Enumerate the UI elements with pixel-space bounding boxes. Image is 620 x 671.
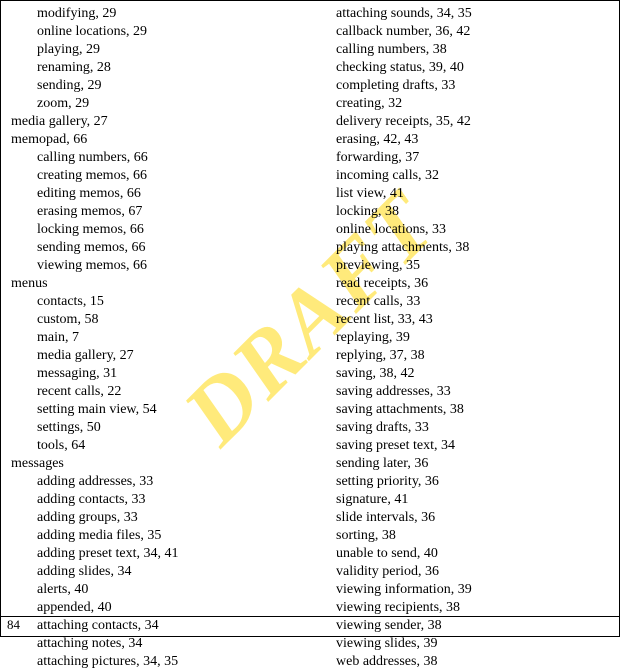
index-subentry: attaching pictures, 34, 35 [11, 653, 310, 671]
index-entry: memopad, 66 [11, 131, 310, 149]
index-subentry: adding media files, 35 [11, 527, 310, 545]
index-subentry: online locations, 29 [11, 23, 310, 41]
index-subentry: custom, 58 [11, 311, 310, 329]
index-subentry: adding addresses, 33 [11, 473, 310, 491]
index-subentry: callback number, 36, 42 [310, 23, 609, 41]
index-subentry: saving drafts, 33 [310, 419, 609, 437]
index-subentry: adding groups, 33 [11, 509, 310, 527]
index-subentry: sorting, 38 [310, 527, 609, 545]
index-subentry: incoming calls, 32 [310, 167, 609, 185]
index-subentry: viewing slides, 39 [310, 635, 609, 653]
index-subentry: recent list, 33, 43 [310, 311, 609, 329]
index-subentry: sending later, 36 [310, 455, 609, 473]
index-subentry: attaching notes, 34 [11, 635, 310, 653]
index-subentry: setting main view, 54 [11, 401, 310, 419]
index-subentry: appended, 40 [11, 599, 310, 617]
index-column-left: modifying, 29online locations, 29playing… [11, 5, 310, 613]
index-subentry: validity period, 36 [310, 563, 609, 581]
index-subentry: playing attachments, 38 [310, 239, 609, 257]
index-subentry: adding preset text, 34, 41 [11, 545, 310, 563]
index-subentry: alerts, 40 [11, 581, 310, 599]
index-subentry: online locations, 33 [310, 221, 609, 239]
index-subentry: forwarding, 37 [310, 149, 609, 167]
index-subentry: replaying, 39 [310, 329, 609, 347]
index-subentry: saving attachments, 38 [310, 401, 609, 419]
index-page: modifying, 29online locations, 29playing… [1, 1, 619, 615]
index-entry: media gallery, 27 [11, 113, 310, 131]
index-column-right: attaching sounds, 34, 35callback number,… [310, 5, 609, 613]
index-subentry: web addresses, 38 [310, 653, 609, 671]
index-subentry: adding contacts, 33 [11, 491, 310, 509]
index-entry: messages [11, 455, 310, 473]
page-number: 84 [7, 616, 20, 634]
index-subentry: locking memos, 66 [11, 221, 310, 239]
index-entry: menus [11, 275, 310, 293]
index-subentry: previewing, 35 [310, 257, 609, 275]
index-subentry: checking status, 39, 40 [310, 59, 609, 77]
index-subentry: delivery receipts, 35, 42 [310, 113, 609, 131]
index-subentry: locking, 38 [310, 203, 609, 221]
index-subentry: erasing memos, 67 [11, 203, 310, 221]
index-subentry: replying, 37, 38 [310, 347, 609, 365]
index-subentry: slide intervals, 36 [310, 509, 609, 527]
index-subentry: sending memos, 66 [11, 239, 310, 257]
index-subentry: editing memos, 66 [11, 185, 310, 203]
index-subentry: setting priority, 36 [310, 473, 609, 491]
index-subentry: tools, 64 [11, 437, 310, 455]
index-subentry: modifying, 29 [11, 5, 310, 23]
index-subentry: attaching sounds, 34, 35 [310, 5, 609, 23]
index-subentry: unable to send, 40 [310, 545, 609, 563]
index-subentry: media gallery, 27 [11, 347, 310, 365]
index-subentry: signature, 41 [310, 491, 609, 509]
index-subentry: recent calls, 33 [310, 293, 609, 311]
index-subentry: saving addresses, 33 [310, 383, 609, 401]
index-subentry: zoom, 29 [11, 95, 310, 113]
index-subentry: messaging, 31 [11, 365, 310, 383]
index-subentry: creating, 32 [310, 95, 609, 113]
index-subentry: saving, 38, 42 [310, 365, 609, 383]
index-subentry: list view, 41 [310, 185, 609, 203]
index-subentry: renaming, 28 [11, 59, 310, 77]
index-subentry: erasing, 42, 43 [310, 131, 609, 149]
index-subentry: creating memos, 66 [11, 167, 310, 185]
index-subentry: completing drafts, 33 [310, 77, 609, 95]
index-subentry: main, 7 [11, 329, 310, 347]
index-subentry: contacts, 15 [11, 293, 310, 311]
index-subentry: saving preset text, 34 [310, 437, 609, 455]
index-subentry: viewing information, 39 [310, 581, 609, 599]
index-subentry: sending, 29 [11, 77, 310, 95]
index-subentry: adding slides, 34 [11, 563, 310, 581]
index-subentry: viewing memos, 66 [11, 257, 310, 275]
index-subentry: calling numbers, 66 [11, 149, 310, 167]
page-footer: 84 [1, 616, 619, 636]
index-subentry: settings, 50 [11, 419, 310, 437]
index-subentry: viewing recipients, 38 [310, 599, 609, 617]
index-subentry: calling numbers, 38 [310, 41, 609, 59]
index-subentry: playing, 29 [11, 41, 310, 59]
index-subentry: recent calls, 22 [11, 383, 310, 401]
index-subentry: read receipts, 36 [310, 275, 609, 293]
